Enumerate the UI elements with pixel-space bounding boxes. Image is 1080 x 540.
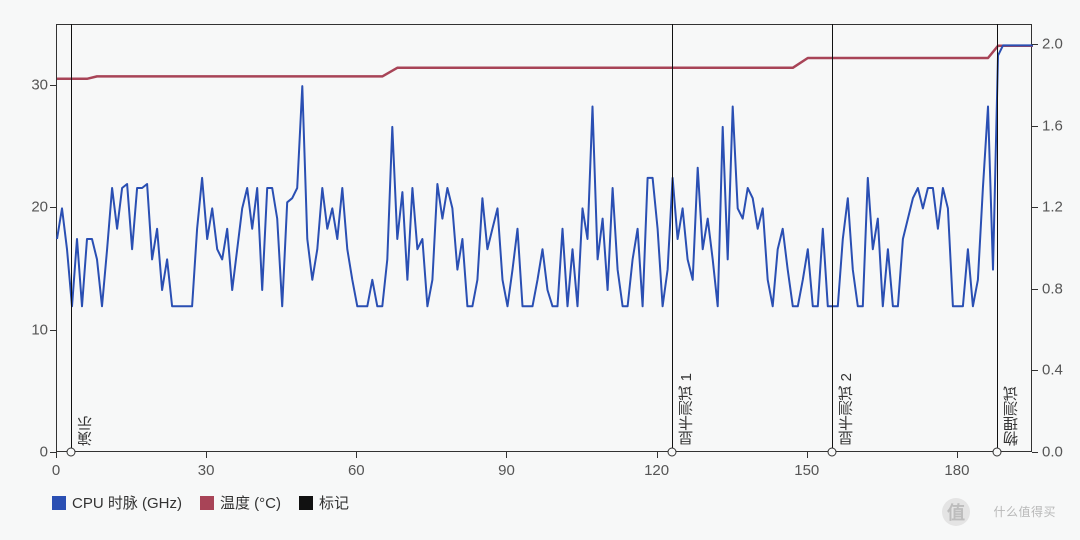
x-tick-label: 150 (787, 462, 827, 479)
y-right-tick-label: 1.6 (1042, 117, 1078, 134)
y-right-tick (1032, 207, 1038, 208)
marker-label: 物理测试 (1001, 386, 1022, 446)
x-tick-label: 0 (36, 462, 76, 479)
legend-item: 温度 (°C) (200, 492, 281, 513)
marker-line (832, 24, 833, 452)
plot-area (56, 24, 1032, 452)
y-left-tick (50, 85, 56, 86)
y-right-tick (1032, 289, 1038, 290)
legend-swatch (52, 496, 66, 510)
x-tick-label: 120 (637, 462, 677, 479)
y-left-tick-label: 20 (12, 199, 48, 216)
y-right-tick (1032, 370, 1038, 371)
marker-line (672, 24, 673, 452)
y-right-tick (1032, 44, 1038, 45)
x-tick (506, 452, 507, 458)
y-left-tick (50, 207, 56, 208)
x-tick (657, 452, 658, 458)
y-right-tick-label: 0.0 (1042, 444, 1078, 461)
y-right-tick (1032, 126, 1038, 127)
legend-label: CPU 时脉 (GHz) (72, 492, 182, 513)
y-right-tick-label: 2.0 (1042, 36, 1078, 53)
x-tick (957, 452, 958, 458)
legend-swatch (299, 496, 313, 510)
x-tick (56, 452, 57, 458)
series-cpu-clock (57, 45, 1033, 306)
legend: CPU 时脉 (GHz) 温度 (°C) 标记 (52, 492, 349, 513)
legend-swatch (200, 496, 214, 510)
marker-dot (67, 448, 76, 457)
x-tick-label: 90 (486, 462, 526, 479)
y-left-tick-label: 10 (12, 321, 48, 338)
legend-item: 标记 (299, 492, 349, 513)
x-tick (807, 452, 808, 458)
marker-dot (827, 448, 836, 457)
legend-item: CPU 时脉 (GHz) (52, 492, 182, 513)
y-right-tick-label: 1.2 (1042, 199, 1078, 216)
x-tick-label: 60 (336, 462, 376, 479)
series-temperature (57, 46, 1033, 79)
legend-label: 标记 (319, 492, 349, 513)
y-left-tick-label: 0 (12, 444, 48, 461)
legend-label: 温度 (°C) (220, 492, 281, 513)
y-right-tick-label: 0.8 (1042, 280, 1078, 297)
marker-label: 显卡测试 1 (676, 373, 697, 446)
chart-svg (57, 25, 1033, 453)
marker-dot (667, 448, 676, 457)
marker-line (997, 24, 998, 452)
watermark-text: 什么值得买 (993, 503, 1056, 520)
marker-label: 显卡测试 2 (836, 373, 857, 446)
watermark-icon: 值 (942, 498, 970, 526)
x-tick-label: 180 (937, 462, 977, 479)
y-left-tick (50, 330, 56, 331)
watermark-icon-glyph: 值 (947, 499, 965, 525)
marker-line (71, 24, 72, 452)
chart-container: 0 10 20 30 0.0 0.4 0.8 1.2 1.6 2.0 0 30 60 90 120 150… (0, 0, 1080, 540)
y-right-tick-label: 0.4 (1042, 362, 1078, 379)
y-left-tick-label: 30 (12, 77, 48, 94)
y-right-tick (1032, 452, 1038, 453)
marker-label: 演示 (75, 416, 96, 446)
x-tick (206, 452, 207, 458)
x-tick (356, 452, 357, 458)
marker-dot (992, 448, 1001, 457)
x-tick-label: 30 (186, 462, 226, 479)
